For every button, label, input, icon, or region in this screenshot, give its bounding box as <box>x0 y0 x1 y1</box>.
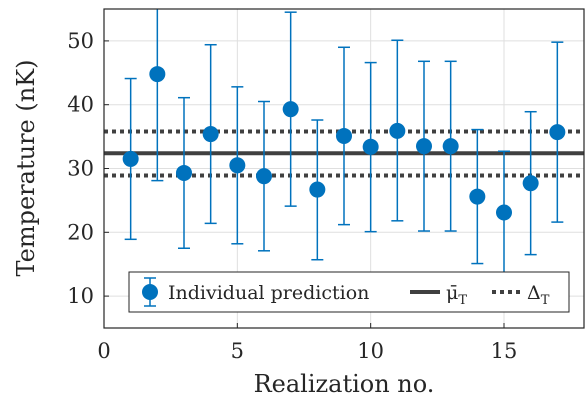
data-point <box>442 138 459 155</box>
data-point <box>389 122 406 139</box>
data-point <box>309 181 326 198</box>
legend: Individual prediction μ̄T ΔT <box>128 271 570 313</box>
legend-mean-symbol: μ̄ <box>446 282 458 304</box>
data-point <box>256 168 272 185</box>
data-point <box>229 157 246 174</box>
legend-label-mean: μ̄T <box>446 282 467 308</box>
x-tick-label: 0 <box>97 339 110 363</box>
data-point <box>122 150 139 167</box>
data-point <box>176 164 192 181</box>
legend-label-individual: Individual prediction <box>168 282 369 304</box>
x-tick-label: 10 <box>357 339 384 363</box>
data-point <box>416 138 432 155</box>
data-point <box>469 188 486 205</box>
y-tick-label: 40 <box>67 93 94 117</box>
data-point <box>549 124 566 141</box>
data-point <box>362 138 379 155</box>
y-axis-ticks: 10 20 30 40 50 <box>67 29 109 308</box>
x-tick-label: 15 <box>491 339 518 363</box>
data-point <box>496 204 512 221</box>
x-axis-ticks: 0 5 10 15 <box>97 323 517 363</box>
data-point <box>149 66 166 83</box>
data-point <box>282 101 299 118</box>
data-points <box>122 66 566 221</box>
x-axis-title: Realization no. <box>254 370 435 398</box>
legend-label-delta: ΔT <box>527 282 550 308</box>
y-tick-label: 10 <box>67 284 94 308</box>
y-tick-label: 30 <box>67 157 94 181</box>
legend-mean-subscript: T <box>458 293 467 308</box>
data-point <box>336 127 352 144</box>
y-axis-title: Temperature (nK) <box>12 60 40 277</box>
y-tick-label: 20 <box>67 220 94 244</box>
legend-marker-icon <box>142 284 158 300</box>
y-tick-label: 50 <box>67 29 94 53</box>
data-point <box>522 175 539 192</box>
x-tick-label: 5 <box>231 339 244 363</box>
data-point <box>202 126 219 143</box>
legend-delta-subscript: T <box>541 293 550 308</box>
legend-delta-symbol: Δ <box>527 282 541 304</box>
